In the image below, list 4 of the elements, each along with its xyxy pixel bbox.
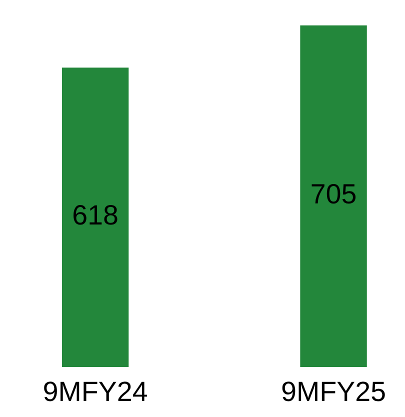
data-label: 705 [312,184,356,204]
data-label: 618 [74,205,118,225]
x-tick-label: 9MFY24 [44,382,147,402]
x-tick-label: 9MFY25 [282,382,385,402]
